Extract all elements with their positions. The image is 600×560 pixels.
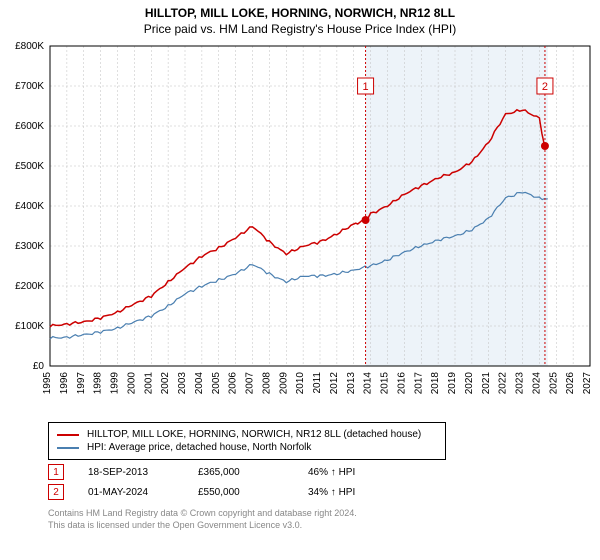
legend-swatch [57,434,79,436]
marker-badge: 2 [48,484,64,500]
svg-text:2016: 2016 [396,372,407,395]
chart-subtitle: Price paid vs. HM Land Registry's House … [0,22,600,36]
svg-text:2022: 2022 [498,372,509,395]
svg-text:2021: 2021 [481,372,492,395]
footer-line: Contains HM Land Registry data © Crown c… [48,508,588,520]
svg-text:2006: 2006 [228,372,239,395]
transaction-row: 1 18-SEP-2013 £365,000 46% ↑ HPI [48,464,588,480]
svg-text:2017: 2017 [413,372,424,395]
svg-text:2019: 2019 [447,372,458,395]
svg-text:2025: 2025 [548,372,559,395]
svg-text:1996: 1996 [59,372,70,395]
svg-text:2026: 2026 [565,372,576,395]
svg-text:2002: 2002 [160,372,171,395]
chart-title: HILLTOP, MILL LOKE, HORNING, NORWICH, NR… [0,6,600,20]
footer: Contains HM Land Registry data © Crown c… [48,508,588,531]
marker-badge: 1 [48,464,64,480]
svg-text:2011: 2011 [312,372,323,394]
svg-text:1998: 1998 [93,372,104,395]
svg-text:2023: 2023 [515,372,526,395]
legend-label: HPI: Average price, detached house, Nort… [87,442,311,453]
svg-text:2024: 2024 [531,372,542,395]
svg-text:2001: 2001 [143,372,154,395]
svg-text:2014: 2014 [363,372,374,395]
svg-text:2010: 2010 [295,372,306,395]
svg-text:£800K: £800K [15,41,44,52]
svg-text:2020: 2020 [464,372,475,395]
transaction-row: 2 01-MAY-2024 £550,000 34% ↑ HPI [48,484,588,500]
svg-text:£700K: £700K [15,81,44,92]
svg-text:2009: 2009 [278,372,289,395]
svg-text:2004: 2004 [194,372,205,395]
svg-text:1995: 1995 [42,372,53,395]
svg-text:£0: £0 [33,361,45,372]
svg-text:1999: 1999 [110,372,121,395]
svg-text:2005: 2005 [211,372,222,395]
legend: HILLTOP, MILL LOKE, HORNING, NORWICH, NR… [48,422,446,460]
legend-label: HILLTOP, MILL LOKE, HORNING, NORWICH, NR… [87,429,421,440]
svg-text:£200K: £200K [15,281,44,292]
svg-text:2008: 2008 [261,372,272,395]
svg-text:2018: 2018 [430,372,441,395]
svg-text:2015: 2015 [380,372,391,395]
svg-text:1997: 1997 [76,372,87,395]
svg-text:£300K: £300K [15,241,44,252]
svg-text:2: 2 [542,81,548,93]
transaction-price: £550,000 [198,487,308,498]
svg-text:2013: 2013 [346,372,357,395]
svg-text:1: 1 [363,81,369,93]
transaction-date: 01-MAY-2024 [88,487,198,498]
svg-text:2012: 2012 [329,372,340,395]
svg-text:2000: 2000 [126,372,137,395]
svg-text:2007: 2007 [245,372,256,395]
svg-text:2027: 2027 [582,372,593,395]
legend-item: HILLTOP, MILL LOKE, HORNING, NORWICH, NR… [57,429,437,440]
transactions: 1 18-SEP-2013 £365,000 46% ↑ HPI 2 01-MA… [48,464,588,500]
chart-svg: £0 £100K £200K £300K £400K £500K £600K £700K £80… [0,36,600,416]
legend-item: HPI: Average price, detached house, Nort… [57,442,437,453]
transaction-diff: 46% ↑ HPI [308,467,428,478]
legend-swatch [57,447,79,449]
transaction-diff: 34% ↑ HPI [308,487,428,498]
transaction-price: £365,000 [198,467,308,478]
svg-text:£100K: £100K [15,321,44,332]
svg-text:£600K: £600K [15,121,44,132]
chart-titles: HILLTOP, MILL LOKE, HORNING, NORWICH, NR… [0,0,600,36]
footer-line: This data is licensed under the Open Gov… [48,520,588,532]
transaction-date: 18-SEP-2013 [88,467,198,478]
svg-text:£400K: £400K [15,201,44,212]
svg-text:2003: 2003 [177,372,188,395]
svg-text:£500K: £500K [15,161,44,172]
chart-area: £0 £100K £200K £300K £400K £500K £600K £700K £80… [0,36,600,416]
